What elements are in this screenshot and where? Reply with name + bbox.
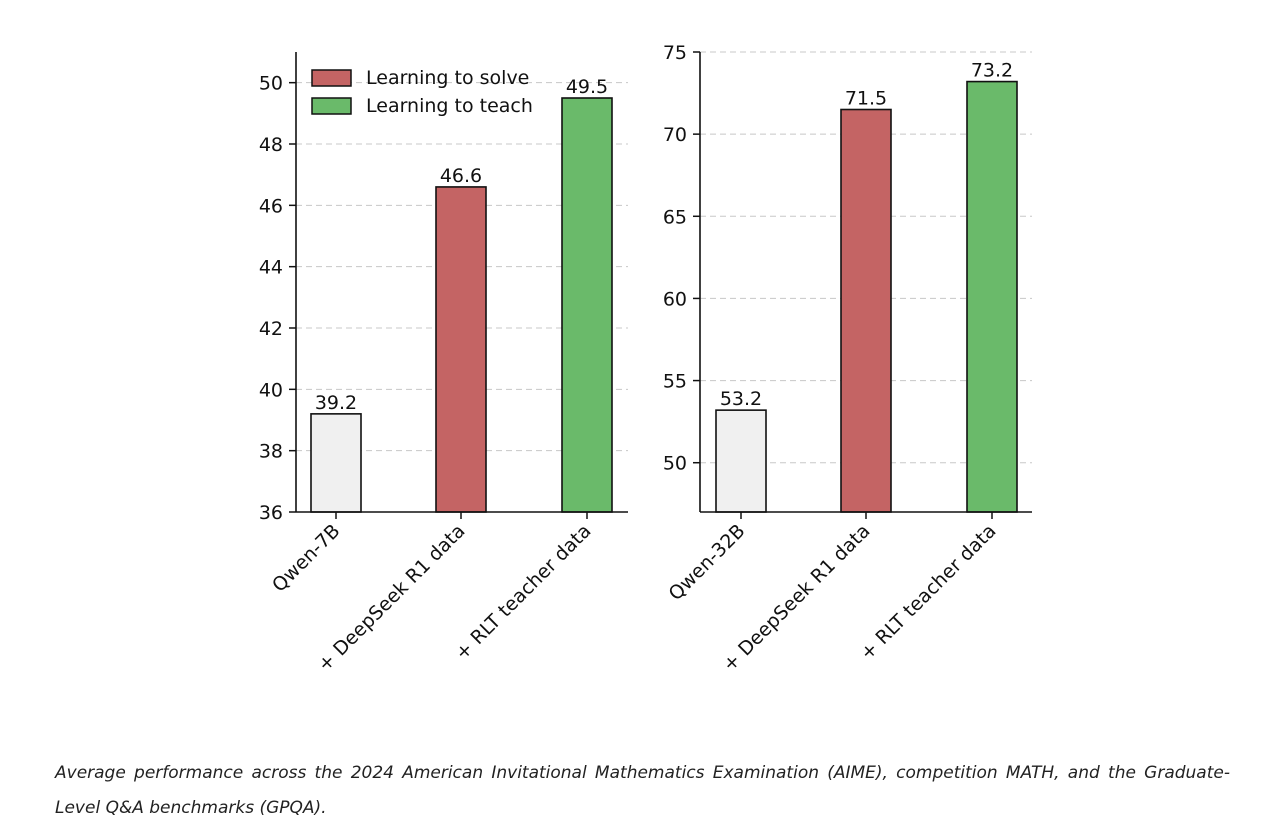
data-label-rlt-teacher-data: 49.5 — [566, 76, 608, 98]
data-label-rlt-teacher-data: 73.2 — [971, 60, 1013, 82]
bar-deepseek-r1-data — [840, 108, 892, 513]
y-tick-label: 70 — [663, 124, 687, 146]
bar-deepseek-r1-data — [435, 186, 487, 513]
x-tick-label-deepseek-r1-data: + DeepSeek R1 data — [719, 520, 875, 676]
data-label-deepseek-r1-data: 46.6 — [440, 165, 482, 187]
y-tick-label: 46 — [259, 195, 283, 217]
bar-rlt-teacher-data — [561, 97, 613, 513]
bar-rlt-teacher-data — [966, 80, 1018, 513]
legend-swatch-learning-to-teach — [311, 97, 352, 115]
x-tick-label-rlt-teacher-data: + RLT teacher data — [856, 520, 1001, 665]
y-tick-label: 42 — [259, 318, 283, 340]
figure-caption: Average performance across the 2024 Amer… — [55, 763, 1230, 818]
y-tick-label: 44 — [259, 257, 283, 279]
y-tick-label: 60 — [663, 288, 687, 310]
y-tick-label: 50 — [663, 453, 687, 475]
y-tick-label: 50 — [259, 73, 283, 95]
x-tick-label-qwen-7b: Qwen-7B — [268, 520, 345, 597]
y-tick-label: 75 — [663, 42, 687, 64]
x-tick-label-deepseek-r1-data: + DeepSeek R1 data — [314, 520, 470, 676]
bar-qwen-7b — [310, 413, 362, 513]
left-panel-qwen-7b: 36 38 40 42 44 46 48 50 39.2 Qwen-7B 46.6 + DeepSee… — [259, 52, 628, 676]
data-label-qwen-7b: 39.2 — [315, 392, 357, 414]
y-tick-label: 65 — [663, 206, 687, 228]
bar-qwen-32b — [715, 409, 767, 513]
legend-swatch-learning-to-solve — [311, 69, 352, 87]
legend-label-learning-to-teach: Learning to teach — [366, 95, 533, 117]
y-tick-label: 38 — [259, 441, 283, 463]
x-tick-label-qwen-32b: Qwen-32B — [664, 520, 749, 605]
y-tick-label: 55 — [663, 371, 687, 393]
y-tick-label: 48 — [259, 134, 283, 156]
x-tick-label-rlt-teacher-data: + RLT teacher data — [451, 520, 596, 665]
legend: Learning to solve Learning to teach — [311, 67, 533, 117]
bar-chart-figure: 36 38 40 42 44 46 48 50 39.2 Qwen-7B 46.6 + DeepSee… — [259, 42, 1032, 676]
right-panel-qwen-32b: 50 55 60 65 70 75 53.2 Qwen-32B 71.5 + DeepSeek R… — [663, 42, 1032, 676]
y-tick-label: 40 — [259, 379, 283, 401]
legend-label-learning-to-solve: Learning to solve — [366, 67, 529, 89]
y-tick-label: 36 — [259, 502, 283, 524]
data-label-qwen-32b: 53.2 — [720, 388, 762, 410]
data-label-deepseek-r1-data: 71.5 — [845, 88, 887, 110]
